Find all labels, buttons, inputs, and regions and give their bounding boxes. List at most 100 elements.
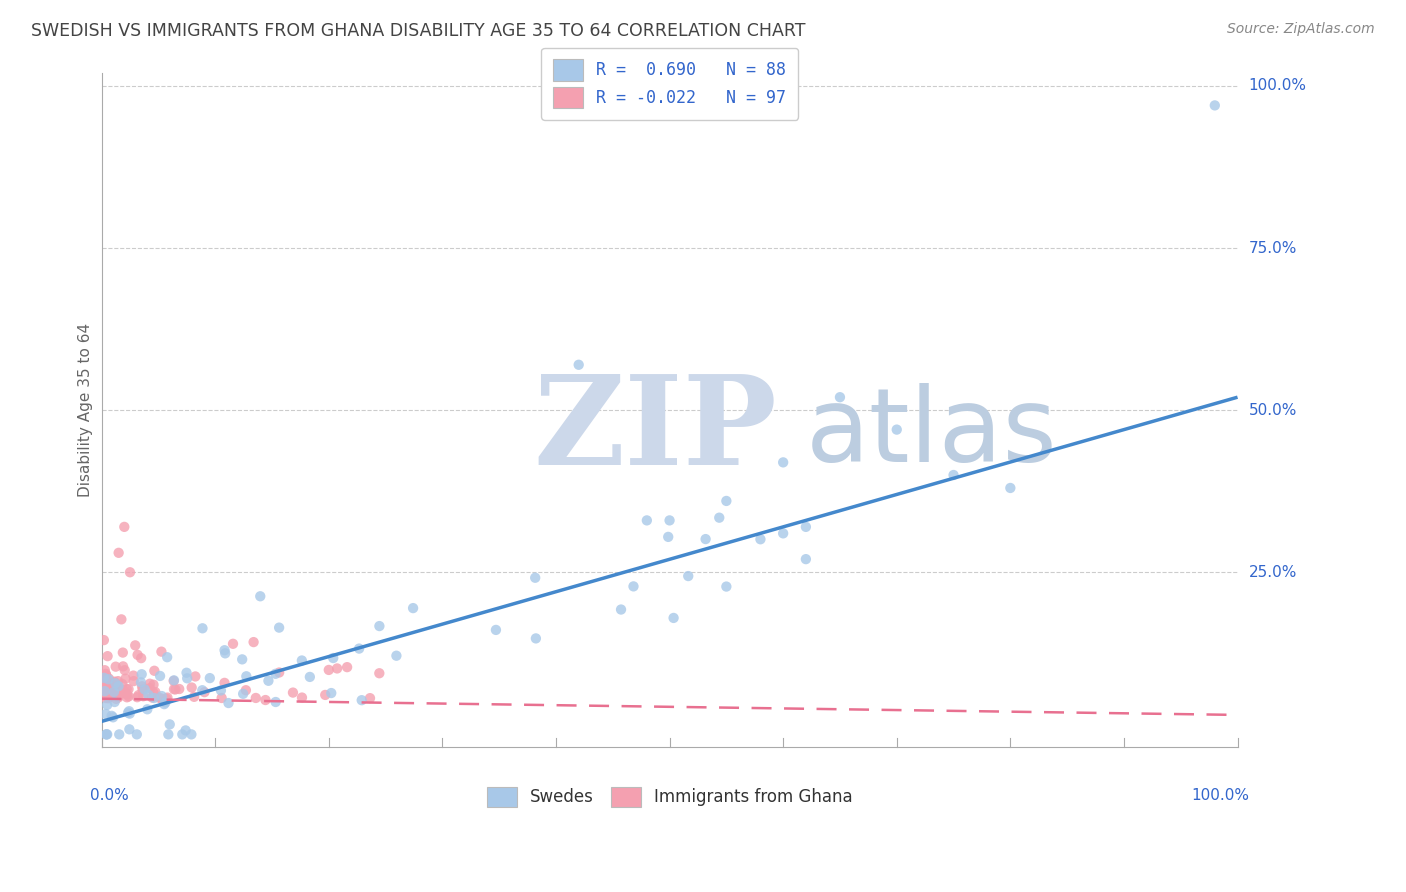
Point [157, 727, 180, 741]
Point [772, 526, 794, 541]
Point [150, 645, 173, 659]
Point [142, 678, 165, 692]
Point [368, 619, 391, 633]
Point [623, 579, 645, 593]
Point [211, 691, 233, 706]
Point [264, 666, 287, 681]
Point [245, 690, 267, 705]
Point [326, 661, 349, 675]
Point [127, 648, 149, 662]
Text: 25.0%: 25.0% [1249, 565, 1296, 580]
Point [90, 669, 112, 683]
Point [218, 696, 240, 710]
Point [145, 685, 167, 699]
Point [93, 671, 115, 685]
Text: 100.0%: 100.0% [1249, 78, 1306, 94]
Point [107, 679, 129, 693]
Text: Source: ZipAtlas.com: Source: ZipAtlas.com [1227, 22, 1375, 37]
Point [114, 685, 136, 699]
Point [568, 358, 591, 372]
Point [794, 520, 817, 534]
Point [118, 704, 141, 718]
Point [336, 660, 359, 674]
Point [257, 673, 280, 688]
Point [174, 723, 197, 738]
Point [96, 727, 118, 741]
Point [96, 683, 118, 698]
Point [131, 679, 153, 693]
Point [695, 532, 717, 546]
Point [191, 683, 214, 698]
Point [129, 651, 152, 665]
Point [124, 639, 146, 653]
Point [131, 682, 153, 697]
Point [1000, 481, 1022, 495]
Point [127, 690, 149, 705]
Point [524, 571, 547, 585]
Point [402, 601, 425, 615]
Point [657, 530, 679, 544]
Point [231, 652, 253, 666]
Point [198, 671, 221, 685]
Point [132, 690, 155, 704]
Point [143, 664, 166, 678]
Point [108, 727, 131, 741]
Point [104, 685, 127, 699]
Point [264, 695, 287, 709]
Point [235, 683, 257, 698]
Point [153, 697, 176, 711]
Text: SWEDISH VS IMMIGRANTS FROM GHANA DISABILITY AGE 35 TO 64 CORRELATION CHART: SWEDISH VS IMMIGRANTS FROM GHANA DISABIL… [31, 22, 806, 40]
Text: 50.0%: 50.0% [1249, 402, 1296, 417]
Point [359, 691, 381, 706]
Point [180, 727, 202, 741]
Point [134, 682, 156, 697]
Point [107, 546, 129, 560]
Point [214, 643, 236, 657]
Point [658, 513, 681, 527]
Point [96, 678, 118, 692]
Point [249, 589, 271, 603]
Point [114, 663, 136, 677]
Point [117, 706, 139, 720]
Point [347, 641, 370, 656]
Point [269, 621, 291, 635]
Point [94, 666, 117, 681]
Point [96, 727, 118, 741]
Point [176, 665, 198, 680]
Point [118, 690, 141, 704]
Point [96, 685, 118, 699]
Point [141, 690, 163, 705]
Point [163, 673, 186, 688]
Point [716, 494, 738, 508]
Point [103, 680, 125, 694]
Point [298, 670, 321, 684]
Point [105, 686, 128, 700]
Point [610, 602, 633, 616]
Point [93, 685, 115, 699]
Point [143, 691, 166, 706]
Point [150, 692, 173, 706]
Point [193, 685, 215, 699]
Point [269, 665, 291, 680]
Point [149, 690, 172, 705]
Point [214, 676, 236, 690]
Point [115, 688, 138, 702]
Point [104, 659, 127, 673]
Text: 0.0%: 0.0% [90, 788, 129, 803]
Point [96, 668, 118, 682]
Point [115, 690, 138, 705]
Point [165, 682, 187, 697]
Point [118, 723, 141, 737]
Point [97, 672, 120, 686]
Point [112, 520, 135, 534]
Point [107, 674, 129, 689]
Point [314, 688, 336, 702]
Point [942, 468, 965, 483]
Point [110, 612, 132, 626]
Point [184, 669, 207, 683]
Point [180, 681, 202, 695]
Point [139, 681, 162, 695]
Point [93, 633, 115, 648]
Point [118, 706, 141, 721]
Point [101, 710, 124, 724]
